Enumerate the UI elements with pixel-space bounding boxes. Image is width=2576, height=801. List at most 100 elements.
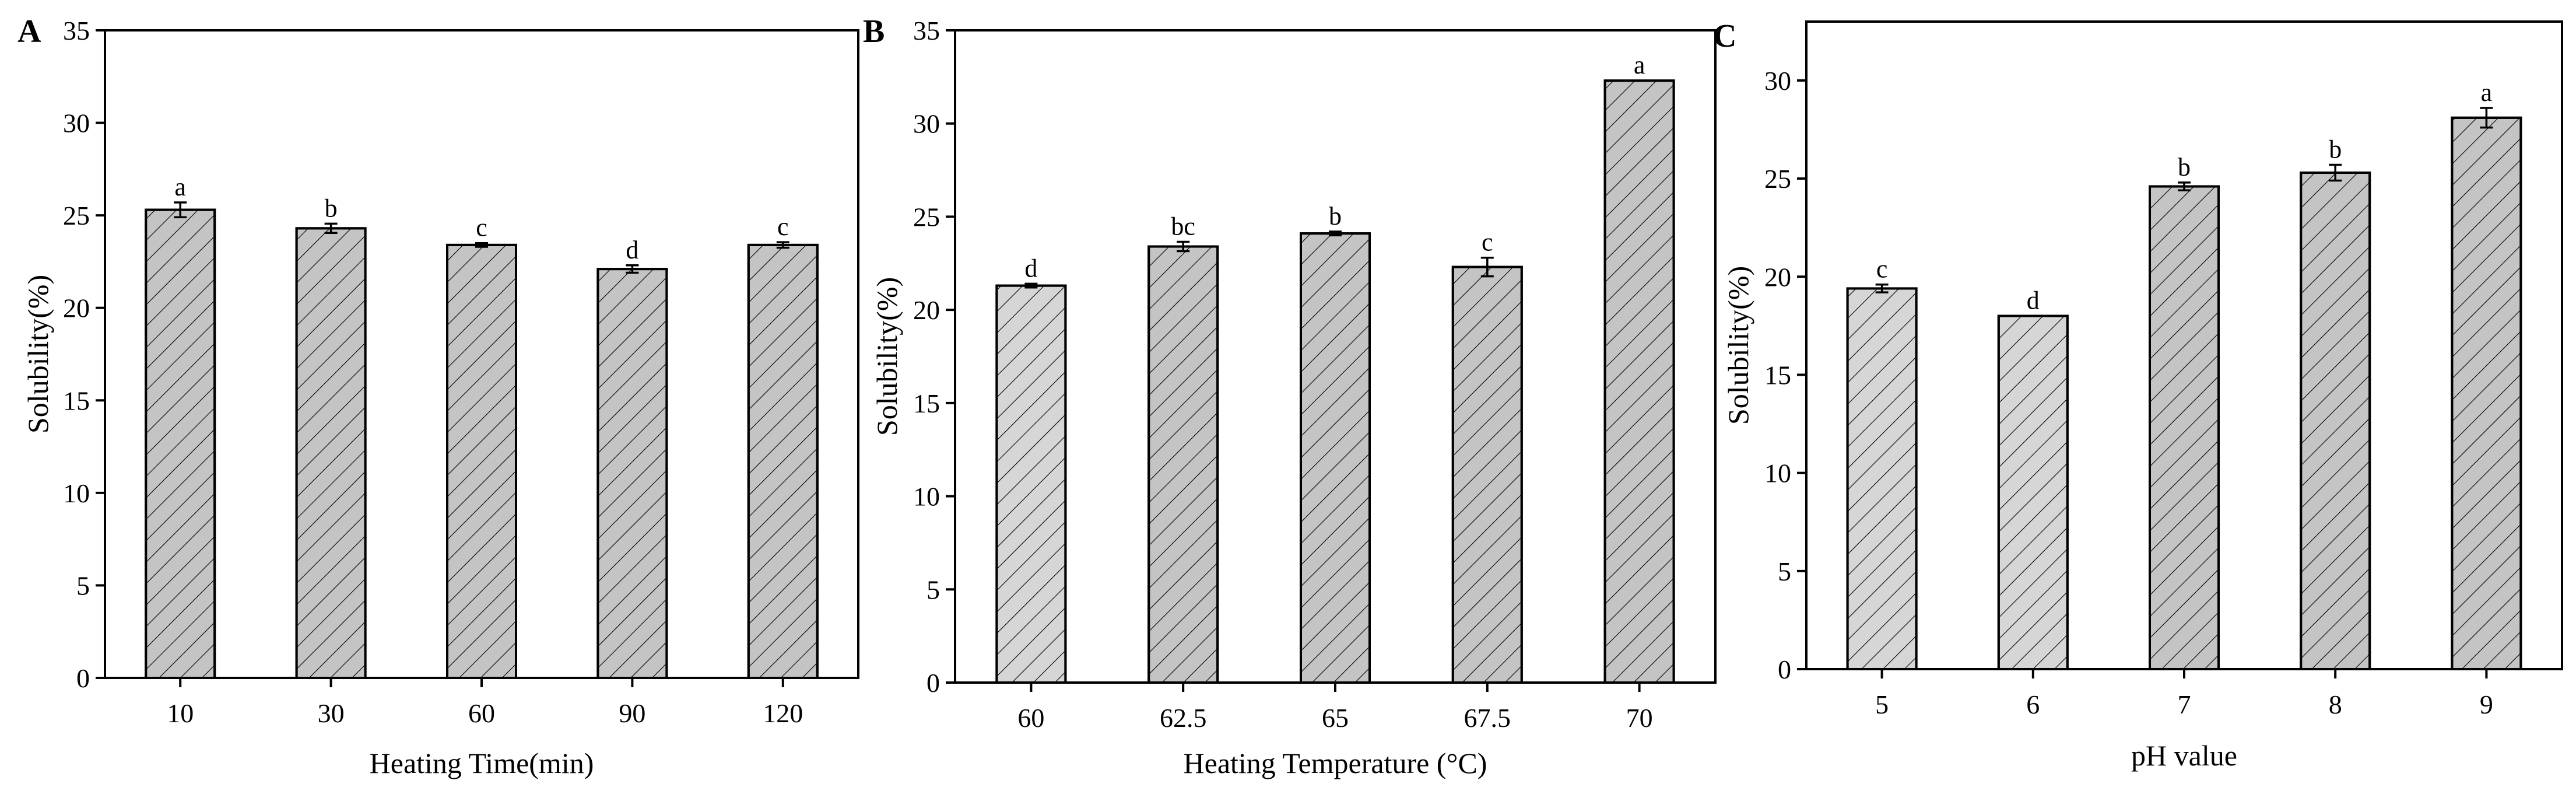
- panel-a-x-axis-title: Heating Time(min): [370, 747, 594, 779]
- panel-a-plot-frame: [104, 29, 859, 679]
- bar-hatch: [747, 243, 819, 679]
- error-bar: [1177, 240, 1190, 253]
- panel-b-plot-frame: [954, 29, 1717, 684]
- error-bar: [2178, 181, 2191, 192]
- panel-c-error-bars: [1875, 107, 2493, 293]
- error-bar: [2329, 163, 2342, 182]
- significance-label: d: [1024, 254, 1037, 282]
- y-tick-label: 5: [76, 571, 90, 600]
- x-tick-label: 60: [468, 698, 495, 728]
- y-tick-label: 25: [1764, 164, 1791, 194]
- y-tick-label: 30: [913, 109, 940, 139]
- bar-hatch: [1147, 245, 1219, 684]
- error-bar: [324, 222, 338, 235]
- x-tick-label: 10: [167, 698, 194, 728]
- x-tick-label: 6: [2026, 690, 2040, 719]
- error-bar: [1329, 230, 1342, 237]
- chart-panel-c: C c d b b a 0 5 10 15 20 25 30 5 6 7 8 9 Solubility(%)…: [1713, 18, 2563, 772]
- panel-a-bars: [145, 208, 819, 680]
- panel-letter-a: A: [17, 13, 41, 50]
- x-tick-label: 70: [1626, 703, 1653, 733]
- significance-label: b: [2329, 135, 2342, 164]
- y-tick-label: 35: [63, 16, 90, 46]
- panel-c-y-axis-title: Solubility(%): [1722, 266, 1754, 425]
- x-tick-label: 90: [619, 698, 645, 728]
- significance-label: c: [1482, 228, 1493, 257]
- bar-hatch: [1603, 79, 1675, 684]
- y-tick-label: 5: [1778, 557, 1791, 586]
- x-tick-label: 62.5: [1160, 703, 1207, 733]
- y-tick-label: 20: [63, 293, 90, 323]
- error-bar: [2480, 107, 2493, 129]
- panel-letter-b: B: [863, 13, 885, 50]
- y-tick-label: 0: [76, 663, 90, 693]
- bar-hatch: [2451, 116, 2522, 670]
- significance-label: c: [476, 214, 487, 242]
- panel-c-plot-frame: [1805, 20, 2563, 670]
- panel-a-x-axis: 10 30 60 90 120: [167, 678, 803, 728]
- y-tick-label: 20: [1764, 262, 1791, 292]
- panel-c-bars: [1846, 116, 2522, 671]
- bar-hatch: [995, 284, 1067, 684]
- significance-label: a: [174, 173, 186, 201]
- y-tick-label: 15: [913, 389, 940, 418]
- bar-hatch: [295, 227, 367, 680]
- bar-hatch: [596, 268, 668, 680]
- bar-hatch: [1300, 232, 1371, 684]
- bar-hatch: [2149, 185, 2220, 670]
- panel-b-x-axis-title: Heating Temperature (°C): [1184, 747, 1487, 779]
- y-tick-label: 10: [63, 478, 90, 508]
- panel-b-error-bars: [1024, 230, 1494, 289]
- y-tick-label: 25: [63, 201, 90, 230]
- x-tick-label: 120: [763, 698, 803, 728]
- error-bar: [1480, 256, 1494, 278]
- y-tick-label: 20: [913, 295, 940, 325]
- y-tick-label: 25: [913, 202, 940, 232]
- error-bar: [475, 242, 488, 248]
- error-bar: [174, 201, 187, 219]
- panel-c-x-axis: 5 6 7 8 9: [1875, 669, 2493, 719]
- panel-c-y-axis: 0 5 10 15 20 25 30: [1764, 66, 1806, 684]
- x-tick-label: 65: [1322, 703, 1349, 733]
- panel-b-significance-labels: dbc bca: [1024, 51, 1645, 282]
- y-tick-label: 35: [913, 16, 940, 46]
- y-tick-label: 30: [63, 109, 90, 138]
- bar-hatch: [446, 243, 517, 679]
- error-bar: [1875, 283, 1889, 293]
- significance-label: b: [325, 194, 338, 222]
- bar-hatch: [1451, 265, 1523, 684]
- significance-label: c: [777, 212, 789, 241]
- panel-letter-c: C: [1713, 18, 1736, 54]
- bar-hatch: [1997, 314, 2069, 670]
- panel-b-bars: [995, 79, 1675, 684]
- y-tick-label: 30: [1764, 66, 1791, 96]
- significance-label: d: [626, 236, 638, 264]
- error-bar: [626, 264, 639, 274]
- significance-label: b: [1329, 202, 1342, 230]
- significance-label: d: [2027, 286, 2040, 315]
- y-tick-label: 0: [926, 668, 940, 698]
- significance-label: b: [2178, 153, 2191, 181]
- panel-a-y-axis: 0 5 10 15 20 25 30 35: [63, 16, 105, 693]
- x-tick-label: 67.5: [1464, 703, 1511, 733]
- x-tick-label: 5: [1875, 690, 1889, 719]
- x-tick-label: 9: [2480, 690, 2493, 719]
- x-tick-label: 30: [318, 698, 345, 728]
- x-tick-label: 8: [2329, 690, 2342, 719]
- panel-a-error-bars: [174, 201, 789, 274]
- y-tick-label: 15: [1764, 360, 1791, 390]
- bar-hatch: [1846, 287, 1918, 671]
- x-tick-label: 60: [1017, 703, 1044, 733]
- y-tick-label: 10: [1764, 459, 1791, 488]
- significance-label: a: [2481, 78, 2493, 107]
- significance-label: c: [1876, 255, 1888, 284]
- panel-a-y-axis-title: Solubility(%): [22, 275, 54, 433]
- y-tick-label: 0: [1778, 655, 1791, 684]
- significance-label: bc: [1171, 212, 1195, 241]
- error-bar: [1024, 282, 1038, 289]
- panel-b-y-axis: 0 5 10 15 20 25 30 35: [913, 16, 955, 698]
- panel-a-significance-labels: a b c d c: [174, 173, 788, 264]
- panel-c-x-axis-title: pH value: [2131, 739, 2237, 772]
